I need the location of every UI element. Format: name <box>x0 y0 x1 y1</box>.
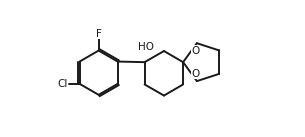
Text: F: F <box>96 28 102 38</box>
Text: HO: HO <box>138 42 154 52</box>
Text: Cl: Cl <box>58 79 68 89</box>
Text: O: O <box>192 69 200 79</box>
Text: O: O <box>192 45 200 55</box>
